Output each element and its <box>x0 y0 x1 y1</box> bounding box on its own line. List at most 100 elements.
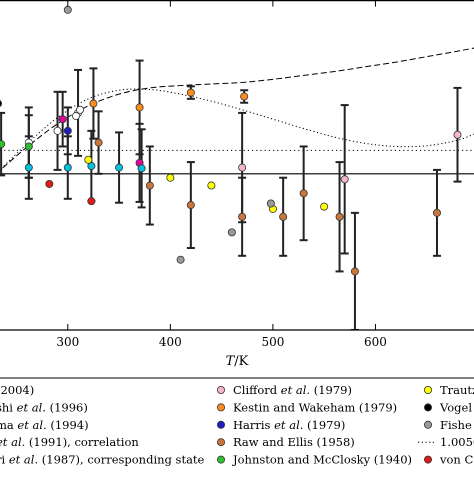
legend-label-part: et al. <box>281 383 310 397</box>
legend-label-5: Clifford et al. (1979) <box>233 383 352 397</box>
legend-label-part: Fishe <box>440 418 472 432</box>
legend-label-part: 1.0056 <box>440 435 474 449</box>
axis-layer: 300 400 500 600 T/K <box>0 0 474 369</box>
data-point-0-1 <box>53 126 62 135</box>
data-point-9-0 <box>0 140 6 149</box>
data-point-12-3 <box>266 199 275 208</box>
x-tick-label-400: 400 <box>159 335 182 349</box>
data-point-8-2 <box>186 201 195 210</box>
legend-swatch-9 <box>216 455 225 464</box>
data-point-5-1 <box>340 175 349 184</box>
legend-label-9: Johnston and McClosky (1940) <box>232 453 412 467</box>
legend-label-part: Harris <box>233 418 274 432</box>
legend-label-part: et al. <box>0 435 25 449</box>
legend-label-part: Raw and Ellis (1958) <box>233 435 355 449</box>
legend-label-12: Fishe <box>440 418 472 432</box>
legend-label-part: Clifford <box>233 383 281 397</box>
data-point-2-5 <box>137 164 146 173</box>
legend-label-part: et al. <box>9 453 38 467</box>
x-axis-label-unit: /K <box>234 354 248 369</box>
legend-box <box>0 377 474 477</box>
data-point-2-4 <box>115 163 124 172</box>
legend-swatch-10 <box>423 385 432 394</box>
data-point-9-1 <box>24 142 33 151</box>
x-axis-label: T/K <box>226 354 249 369</box>
data-point-3-0 <box>76 105 85 114</box>
data-point-13-0 <box>45 179 54 188</box>
legend-label-part: Trautz <box>440 383 474 397</box>
legend-label-part: Kestin and Wakeham (1979) <box>233 400 397 414</box>
legend-label-3: et al. (1991), correlation <box>0 435 139 449</box>
data-point-6-0 <box>89 99 98 108</box>
legend-label-2: ma et al. (1994) <box>0 418 89 432</box>
legend-label-part: ma <box>0 418 17 432</box>
data-point-8-7 <box>350 267 359 276</box>
legend-swatch-14 <box>423 455 432 464</box>
data-point-12-2 <box>227 228 236 237</box>
legend-label-part: (1991), correlation <box>25 435 139 449</box>
legend-label-7: Harris et al. (1979) <box>233 418 345 432</box>
data-point-10-2 <box>207 181 216 190</box>
legend-swatch-6 <box>216 403 225 412</box>
data-point-10-0 <box>84 155 93 164</box>
x-tick-label-500: 500 <box>261 335 284 349</box>
legend-label-part: et al. <box>17 400 46 414</box>
legend-swatch-7 <box>216 420 225 429</box>
legend-label-13: 1.0056 <box>440 435 474 449</box>
data-point-13-1 <box>87 197 96 206</box>
data-point-8-3 <box>238 212 247 221</box>
data-point-7-0 <box>63 126 72 135</box>
data-point-10-1 <box>166 173 175 182</box>
legend-label-part: Johnston and McClosky (1940) <box>232 453 412 467</box>
plot-inner <box>0 5 474 330</box>
x-tick-label-600: 600 <box>364 335 387 349</box>
data-point-11-0 <box>0 100 3 108</box>
data-point-6-3 <box>240 92 249 101</box>
legend-swatch-12 <box>423 420 432 429</box>
data-point-8-6 <box>335 212 344 221</box>
data-point-1-0 <box>58 115 67 124</box>
x-tick-label-300: 300 <box>56 335 79 349</box>
legend-label-11: Vogel <box>439 400 472 414</box>
legend-label-part: et al. <box>17 418 46 432</box>
plot-layer <box>0 5 474 330</box>
data-point-2-2 <box>63 163 72 172</box>
data-point-2-3 <box>87 161 96 170</box>
legend-label-part: et al. <box>274 418 303 432</box>
legend-label-part: (2004) <box>0 383 34 397</box>
legend-label-6: Kestin and Wakeham (1979) <box>233 400 397 414</box>
legend-label-part: Vogel <box>439 400 472 414</box>
data-point-8-0 <box>94 138 103 147</box>
data-point-5-2 <box>453 130 462 139</box>
legend-swatch-5 <box>216 385 225 394</box>
legend-label-0: (2004) <box>0 383 34 397</box>
x-axis-label-symbol: T <box>226 354 236 369</box>
data-point-8-5 <box>299 189 308 198</box>
legend-label-part: (1979) <box>303 418 345 432</box>
legend-label-part: ri <box>0 453 9 467</box>
data-point-6-1 <box>135 103 144 112</box>
legend-swatch-11 <box>423 403 432 412</box>
data-point-2-1 <box>24 163 33 172</box>
legend-swatch-8 <box>216 438 225 447</box>
data-point-4-0 <box>71 112 80 121</box>
legend-label-part: (1996) <box>46 400 88 414</box>
legend-label-part: (1987), corresponding state <box>38 453 204 467</box>
legend-label-part: (1979) <box>310 383 352 397</box>
legend-label-part: shi <box>0 400 17 414</box>
legend-label-part: (1994) <box>47 418 89 432</box>
legend-label-1: shi et al. (1996) <box>0 400 88 414</box>
dotted-curve <box>0 88 474 171</box>
data-point-6-2 <box>186 88 195 97</box>
legend-layer: (2004)shi et al. (1996)ma et al. (1994)e… <box>0 377 474 477</box>
legend-label-10: Trautz <box>440 383 474 397</box>
legend-label-4: ri et al. (1987), corresponding state <box>0 453 205 467</box>
data-point-12-0 <box>63 5 72 14</box>
data-point-12-1 <box>176 255 185 264</box>
data-point-8-4 <box>279 212 288 221</box>
data-point-8-1 <box>145 181 154 190</box>
data-point-5-0 <box>238 163 247 172</box>
data-point-10-4 <box>320 202 329 211</box>
